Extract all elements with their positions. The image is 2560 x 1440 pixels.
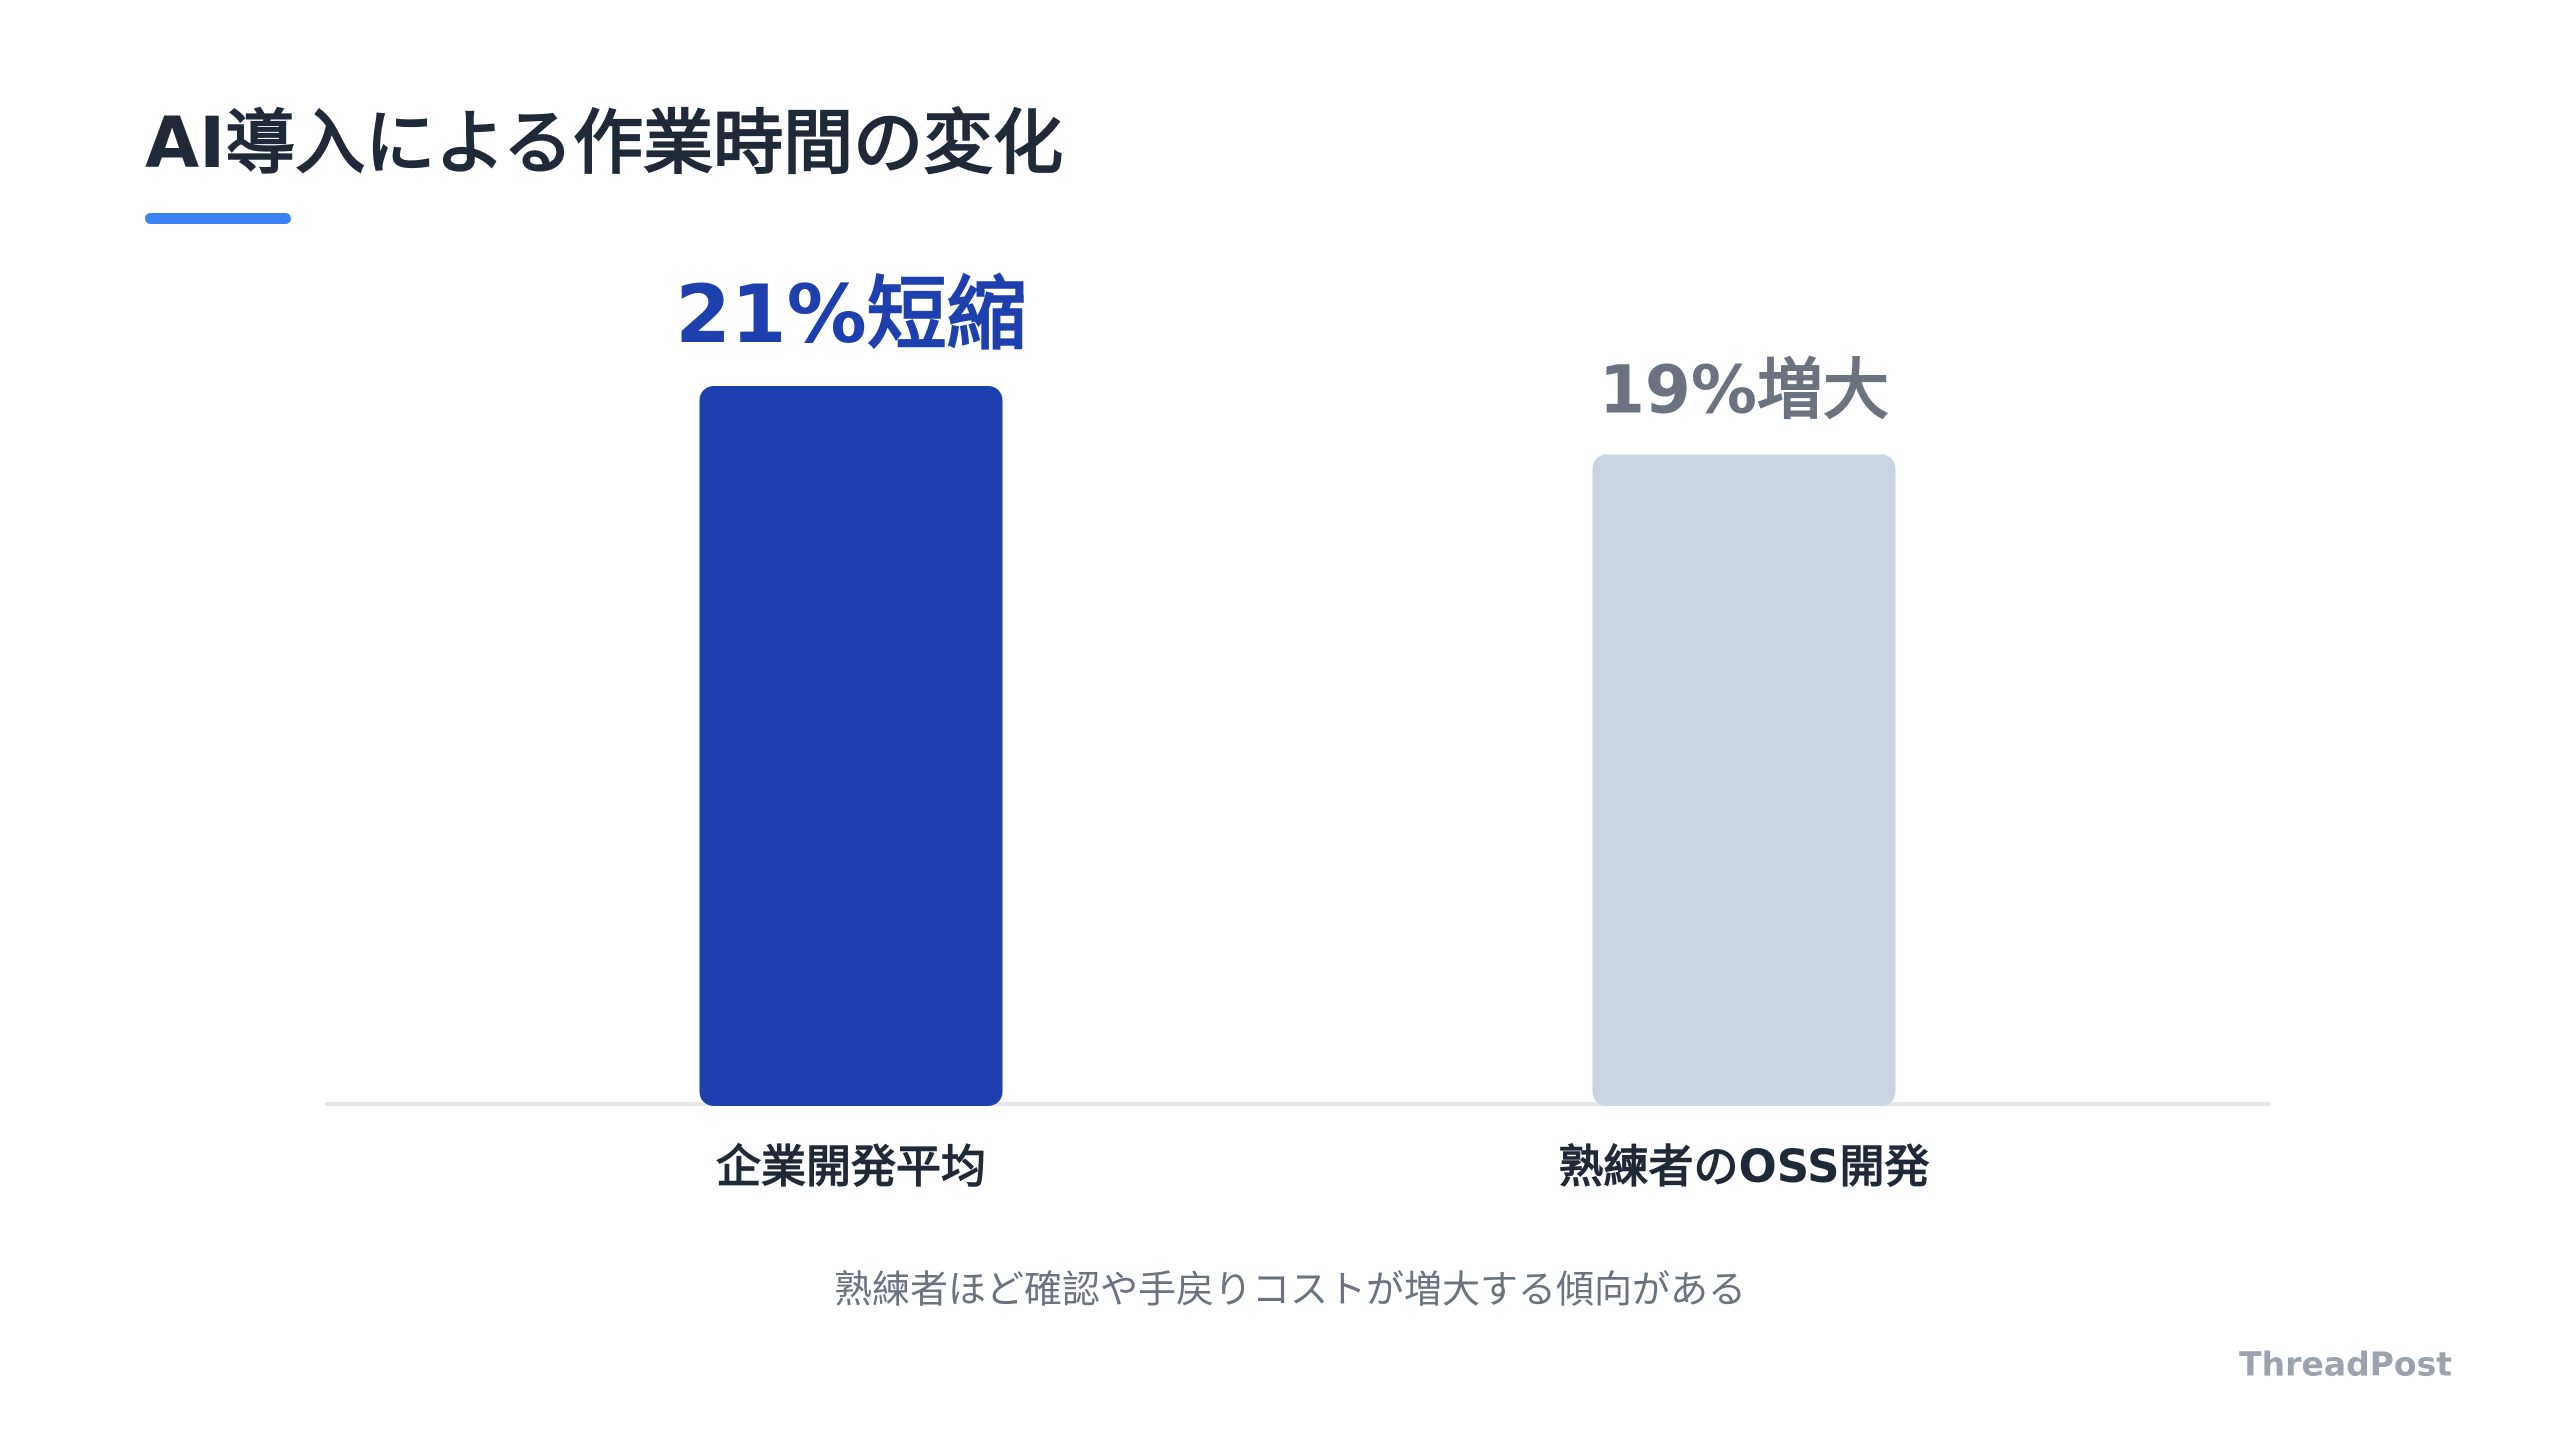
- value-label: 19%増大: [1599, 351, 1889, 428]
- bar: [1592, 454, 1896, 1106]
- brand: ThreadPost: [2239, 1345, 2452, 1384]
- x-tick-label: 熟練者のOSS開発: [1558, 1140, 1930, 1193]
- chart-title: AI導入による作業時間の変化: [145, 102, 1063, 184]
- value-label: 21%短縮: [675, 268, 1026, 361]
- title-underline: [145, 213, 291, 224]
- x-tick-label: 企業開発平均: [716, 1140, 986, 1193]
- bar: [699, 386, 1003, 1106]
- chart-note: 熟練者ほど確認や手戻りコストが増大する傾向がある: [834, 1268, 1746, 1312]
